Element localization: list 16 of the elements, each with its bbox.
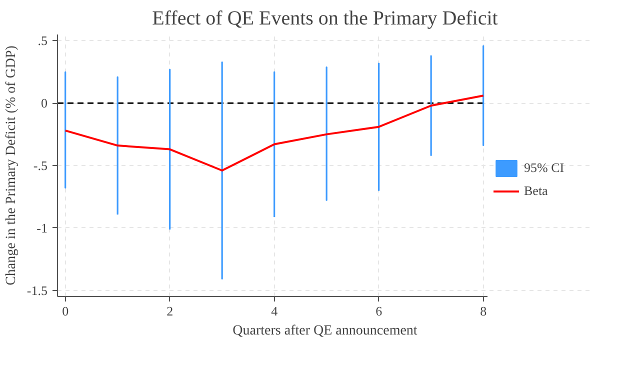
legend-label: Beta	[524, 183, 548, 199]
x-tick-label: 8	[480, 304, 487, 318]
x-tick-label: 4	[271, 304, 278, 318]
legend-label: 95% CI	[524, 160, 564, 176]
y-axis-title: Change in the Primary Deficit (% of GDP)	[4, 45, 19, 286]
x-tick-label: 6	[376, 304, 383, 318]
y-tick-label: .5	[38, 33, 48, 48]
x-tick-label: 2	[166, 304, 174, 318]
chart-title: Effect of QE Events on the Primary Deficit	[152, 8, 498, 30]
y-tick-label: -.5	[33, 158, 48, 173]
x-tick-label: 0	[62, 304, 69, 318]
line-series	[64, 94, 484, 172]
x-axis-title: Quarters after QE announcement	[232, 324, 418, 338]
y-tick-label: -1	[36, 220, 48, 236]
y-tick-label: 0	[41, 96, 48, 111]
y-tick-label: -1.5	[26, 282, 48, 298]
